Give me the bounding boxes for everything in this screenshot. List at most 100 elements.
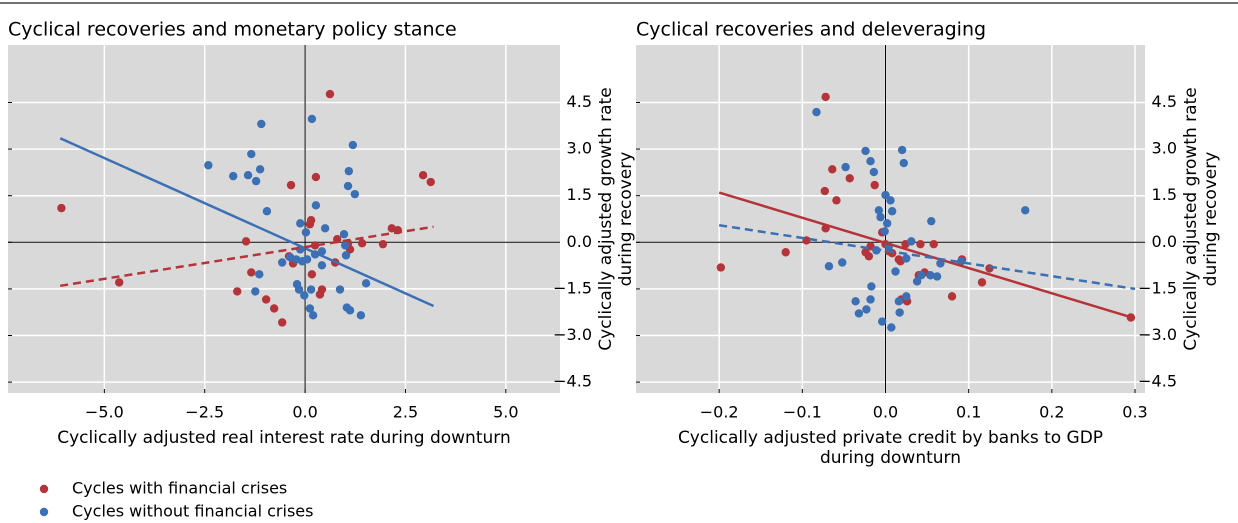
point — [286, 180, 296, 190]
point — [310, 241, 320, 250]
point — [261, 295, 271, 304]
point — [866, 295, 875, 304]
point — [716, 263, 726, 272]
y-tick-label: 4.5 — [1152, 92, 1177, 111]
point — [866, 157, 875, 166]
y-axis-label: Cyclically adjusted growth rate — [1181, 87, 1201, 350]
plot-area — [8, 45, 560, 393]
point — [251, 176, 261, 186]
fit-line — [59, 137, 435, 308]
point — [947, 292, 957, 301]
legend-marker — [39, 484, 49, 494]
point — [781, 248, 790, 257]
plot-area — [636, 45, 1145, 393]
y-tick-label: −1.5 — [553, 278, 592, 297]
point — [308, 311, 318, 320]
chart-title: Cyclical recoveries and monetary policy … — [8, 19, 457, 41]
y-axis-label: Cyclically adjusted growth rate — [596, 87, 616, 350]
point — [262, 207, 272, 216]
x-tick-label: −0.1 — [783, 403, 822, 422]
point — [820, 186, 829, 196]
point — [828, 165, 837, 174]
point — [243, 170, 253, 180]
x-axis-label: Cyclically adjusted real interest rate d… — [57, 428, 510, 448]
point — [311, 172, 321, 182]
y-tick-label: 4.5 — [567, 92, 592, 111]
point — [57, 203, 66, 213]
x-tick-label: 5.0 — [493, 403, 518, 422]
point — [320, 224, 330, 233]
point — [361, 279, 371, 288]
point — [306, 216, 316, 225]
point — [861, 146, 870, 156]
fit-line — [59, 225, 434, 288]
point — [317, 285, 327, 294]
point — [305, 304, 315, 313]
point — [204, 161, 213, 170]
point — [343, 181, 353, 191]
chart-title: Cyclical recoveries and deleveraging — [636, 19, 986, 41]
point — [356, 311, 366, 320]
point — [838, 258, 847, 267]
x-tick-label: −0.2 — [700, 403, 739, 422]
point — [881, 190, 890, 200]
point — [233, 287, 242, 296]
point — [895, 308, 904, 317]
point — [864, 252, 874, 261]
point — [887, 323, 896, 332]
point — [1021, 206, 1030, 215]
point — [344, 166, 354, 176]
x-tick-label: 0.1 — [956, 403, 981, 422]
x-tick-label: 0.3 — [1122, 403, 1147, 422]
y-tick-label: 3.0 — [567, 139, 592, 158]
point — [874, 206, 884, 215]
point — [907, 237, 916, 246]
point — [269, 304, 279, 313]
point — [348, 140, 358, 150]
x-tick-label: −5.0 — [85, 403, 124, 422]
point — [357, 239, 367, 248]
point — [862, 305, 871, 314]
point — [378, 239, 388, 249]
y-tick-label: 3.0 — [1152, 139, 1177, 158]
y-tick-label: −4.5 — [1138, 372, 1177, 391]
legend-marker — [39, 507, 49, 517]
point — [339, 230, 349, 239]
point — [300, 291, 309, 300]
point — [302, 255, 312, 264]
point — [899, 158, 909, 168]
point — [418, 170, 428, 180]
x-tick-label: 0.0 — [873, 403, 898, 422]
point — [867, 282, 876, 291]
x-tick-label: 0.0 — [292, 403, 317, 422]
point — [821, 92, 830, 102]
point — [277, 258, 287, 267]
point — [880, 227, 889, 236]
point — [307, 114, 317, 124]
point — [902, 254, 911, 263]
point — [325, 89, 335, 99]
point — [257, 119, 266, 129]
y-tick-label: −1.5 — [1138, 278, 1177, 297]
legend-label: Cycles with financial crises — [72, 479, 287, 498]
point — [870, 180, 879, 190]
y-tick-label: −3.0 — [553, 325, 592, 344]
point — [929, 239, 938, 249]
point — [824, 262, 834, 271]
x-axis-label: during downturn — [820, 448, 961, 468]
point — [241, 237, 251, 246]
y-tick-label: 0.0 — [567, 232, 592, 251]
point — [812, 107, 821, 117]
point — [917, 271, 926, 280]
point — [802, 236, 811, 245]
point — [887, 207, 897, 216]
point — [926, 271, 935, 280]
fit-line — [718, 223, 1136, 291]
y-tick-label: 0.0 — [1152, 232, 1177, 251]
point — [916, 239, 925, 249]
point — [247, 149, 256, 159]
point — [229, 171, 238, 181]
point — [897, 145, 907, 155]
point — [296, 219, 305, 228]
